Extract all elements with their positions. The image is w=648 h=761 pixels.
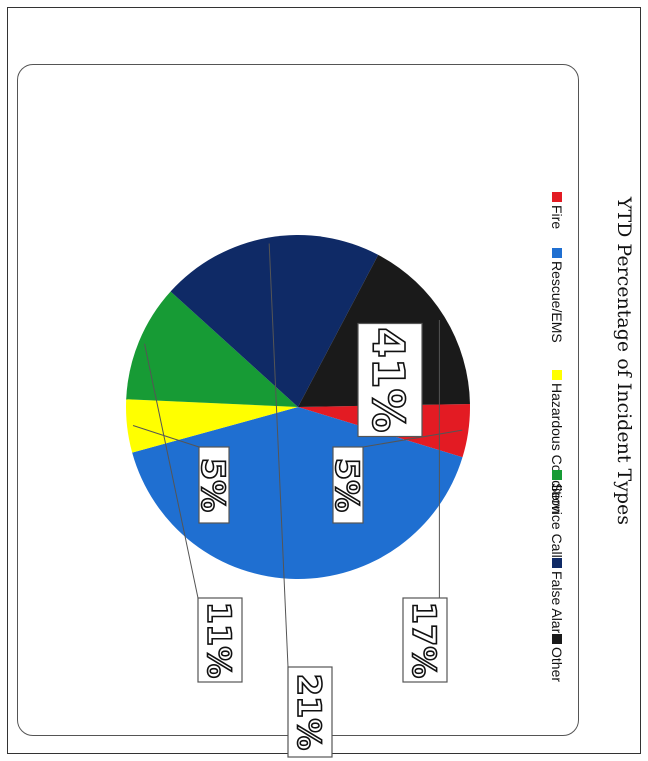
callout-leader: [132, 425, 200, 448]
data-labels: 5% 41% 5% 11% 21% 17%: [132, 243, 463, 758]
data-label: 41%: [362, 327, 413, 432]
pie-slice-hazardous-condition: [126, 399, 298, 453]
data-label: 5%: [328, 458, 366, 512]
data-label: 11%: [200, 602, 238, 679]
data-label-box: [332, 446, 364, 524]
legend-swatch: [552, 634, 562, 644]
legend-label: Fire: [549, 205, 565, 229]
data-label-box: [287, 666, 333, 758]
legend-swatch: [552, 558, 562, 568]
data-label-box: [402, 597, 448, 683]
data-label: 17%: [405, 602, 443, 679]
data-label: 5%: [194, 458, 232, 512]
chart-title: YTD Percentage of Incident Types: [613, 196, 635, 525]
legend-swatch: [552, 370, 562, 380]
legend-label: Hazardous Condition: [549, 383, 565, 514]
callout-leader: [362, 429, 463, 448]
data-label-box: [197, 597, 243, 683]
pie-slice-service-call: [126, 291, 298, 407]
legend-label: Service Call: [549, 483, 565, 558]
callout-leader: [144, 343, 199, 599]
chart-legend: Fire Rescue/EMS Hazardous ConditionService…: [549, 192, 565, 682]
legend-label: Rescue/EMS: [549, 261, 565, 343]
legend-swatch: [552, 470, 562, 480]
data-label: 21%: [290, 674, 328, 751]
legend-swatch: [552, 192, 562, 202]
data-label-box: [198, 446, 230, 524]
callout-leader: [268, 243, 289, 668]
data-label-box: [357, 322, 423, 438]
legend-label: False Alarm: [549, 571, 565, 645]
legend-swatch: [552, 248, 562, 258]
legend-label: Other: [549, 647, 565, 682]
pie-slice-false-alarm: [170, 235, 379, 407]
